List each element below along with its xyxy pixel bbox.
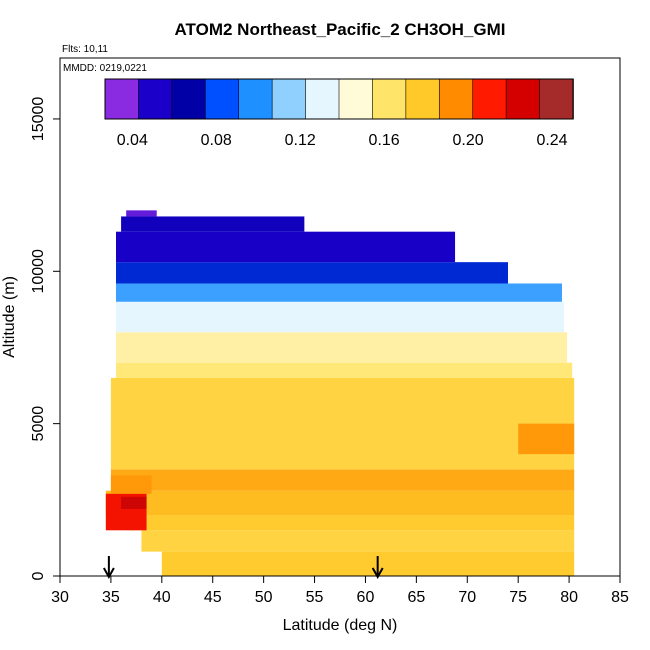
curtain-cell-2	[126, 515, 575, 531]
y-tick-label: 0	[30, 571, 47, 580]
mmdd-label: MMDD: 0219,0221	[63, 63, 147, 74]
y-axis-label: Altitude (m)	[1, 276, 18, 358]
colorbar-tick-label: 0.04	[117, 132, 148, 149]
curtain-highlight-1	[110, 475, 152, 494]
x-tick-label: 65	[407, 589, 425, 606]
curtain-cell-5	[110, 377, 575, 470]
curtain-cell-10	[116, 262, 508, 284]
colorbar-swatch-5	[271, 78, 307, 120]
colorbar-swatch-13	[539, 78, 574, 120]
colorbar-swatch-10	[438, 78, 474, 120]
curtain-cell-8	[116, 301, 564, 333]
curtain-cell-11	[116, 231, 456, 263]
chart-title: ATOM2 Northeast_Pacific_2 CH3OH_GMI	[175, 20, 506, 39]
colorbar-tick-label: 0.20	[452, 132, 483, 149]
colorbar-swatch-1	[138, 78, 173, 120]
y-tick-label: 15000	[30, 97, 47, 142]
colorbar-tick-label: 0.08	[201, 132, 232, 149]
curtain-cell-0	[161, 551, 575, 576]
curtain-cell-4	[110, 469, 575, 491]
colorbar-swatch-11	[472, 78, 507, 120]
flights-label: Flts: 10,11	[62, 44, 108, 55]
colorbar-tick-label: 0.24	[536, 132, 567, 149]
x-axis: 30 35 40 45 50 55 60 65 70 75 80 85	[51, 576, 629, 606]
x-tick-label: 55	[306, 589, 324, 606]
x-tick-label: 30	[51, 589, 69, 606]
x-tick-label: 35	[102, 589, 120, 606]
colorbar-swatch-3	[204, 78, 240, 120]
x-tick-label: 85	[611, 589, 629, 606]
curtain-cell-12	[121, 216, 305, 232]
colorbar-swatch-4	[238, 78, 273, 120]
colorbar-tick-label: 0.12	[285, 132, 316, 149]
colorbar-swatch-9	[405, 78, 441, 120]
curtain-cell-1	[141, 530, 575, 552]
colorbar-swatch-12	[505, 78, 541, 120]
curtain-highlight-3	[121, 496, 147, 509]
x-tick-label: 50	[255, 589, 273, 606]
x-tick-label: 60	[357, 589, 375, 606]
curtain-cell-7	[116, 332, 568, 363]
curtain-cell-3	[105, 490, 575, 516]
flight-arrow-head	[102, 567, 115, 580]
curtain-cell-9	[116, 283, 562, 302]
colorbar-swatch-0	[104, 78, 140, 120]
x-axis-label: Latitude (deg N)	[283, 617, 398, 634]
colorbar-frame	[104, 78, 574, 120]
colorbar-swatch-8	[372, 78, 407, 120]
x-tick-label: 45	[204, 589, 222, 606]
curtain-cell-6	[116, 362, 573, 378]
x-tick-label: 70	[458, 589, 476, 606]
colorbar-swatch-7	[338, 78, 374, 120]
y-axis: 0 5000 10000 15000	[30, 97, 60, 580]
flight-arrow-head	[371, 567, 384, 580]
colorbar-swatch-2	[171, 78, 207, 120]
curtain-heatmap	[105, 210, 575, 576]
x-tick-label: 80	[560, 589, 578, 606]
y-tick-label: 10000	[30, 249, 47, 294]
curtain-cell-13	[126, 210, 157, 217]
colorbar: 0.04 0.08 0.12 0.16 0.20 0.24	[104, 78, 574, 149]
y-tick-label: 5000	[30, 406, 47, 442]
colorbar-tick-label: 0.16	[369, 132, 400, 149]
plot-frame	[59, 57, 621, 577]
flight-arrows	[102, 556, 384, 580]
x-tick-label: 75	[509, 589, 527, 606]
curtain-highlight-2	[518, 423, 575, 455]
colorbar-swatch-6	[305, 78, 340, 120]
x-tick-label: 40	[153, 589, 171, 606]
